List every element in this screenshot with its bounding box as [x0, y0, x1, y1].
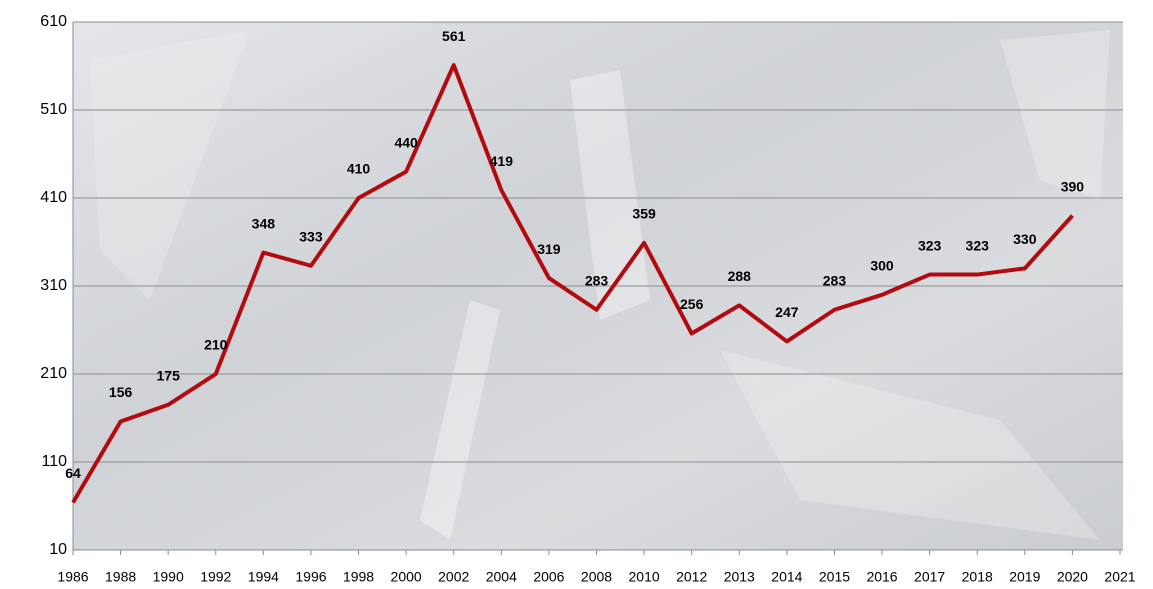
x-tick-label: 2000 — [391, 569, 422, 585]
data-label: 283 — [585, 272, 609, 288]
data-label: 64 — [65, 465, 81, 481]
data-label: 319 — [537, 241, 561, 257]
data-label: 256 — [680, 296, 704, 312]
x-tick-label: 2004 — [486, 569, 517, 585]
data-label: 348 — [252, 215, 276, 231]
data-label: 390 — [1061, 178, 1085, 194]
data-label: 323 — [918, 237, 942, 253]
y-tick-label: 610 — [40, 13, 67, 30]
y-tick-label: 410 — [40, 189, 67, 206]
x-tick-label: 2017 — [914, 569, 945, 585]
data-label: 419 — [490, 153, 514, 169]
x-tick-label: 2006 — [533, 569, 564, 585]
y-tick-label: 210 — [40, 365, 67, 382]
x-tick-label: 1988 — [105, 569, 136, 585]
data-label: 330 — [1013, 231, 1037, 247]
x-tick-label: 2020 — [1057, 569, 1088, 585]
data-line — [71, 63, 1074, 504]
x-tick-label: 2002 — [438, 569, 469, 585]
x-tick-label: 2012 — [676, 569, 707, 585]
x-tick-label: 1998 — [343, 569, 374, 585]
x-tick-label: 2015 — [819, 569, 850, 585]
x-tick-label: 2021 — [1104, 569, 1135, 585]
data-label: 561 — [442, 28, 466, 44]
x-tick-label: 1990 — [153, 569, 184, 585]
data-label: 156 — [109, 384, 133, 400]
data-label: 440 — [394, 134, 418, 150]
y-tick-label: 110 — [41, 453, 67, 470]
data-label: 288 — [728, 268, 752, 284]
x-tick-label: 2019 — [1009, 569, 1040, 585]
data-label: 359 — [632, 206, 656, 222]
y-tick-label: 310 — [40, 277, 67, 294]
background-texture — [90, 30, 1110, 540]
data-label: 283 — [823, 272, 847, 288]
data-label: 410 — [347, 161, 371, 177]
x-tick-label: 2010 — [629, 569, 660, 585]
data-label: 210 — [204, 337, 228, 353]
x-tick-label: 2018 — [962, 569, 993, 585]
x-tick-label: 2014 — [771, 569, 802, 585]
x-tick-label: 2013 — [724, 569, 755, 585]
data-label: 300 — [870, 258, 894, 274]
data-label: 175 — [157, 368, 181, 384]
y-tick-label: 10 — [49, 541, 67, 558]
data-label: 247 — [775, 304, 799, 320]
data-label: 333 — [299, 228, 323, 244]
data-label: 323 — [966, 237, 990, 253]
x-tick-label: 1994 — [248, 569, 279, 585]
y-tick-label: 510 — [40, 101, 67, 118]
x-tick-label: 1996 — [295, 569, 326, 585]
x-tick-label: 2016 — [866, 569, 897, 585]
x-tick-label: 1992 — [200, 569, 231, 585]
x-tick-label: 2008 — [581, 569, 612, 585]
x-tick-label: 1986 — [57, 569, 88, 585]
